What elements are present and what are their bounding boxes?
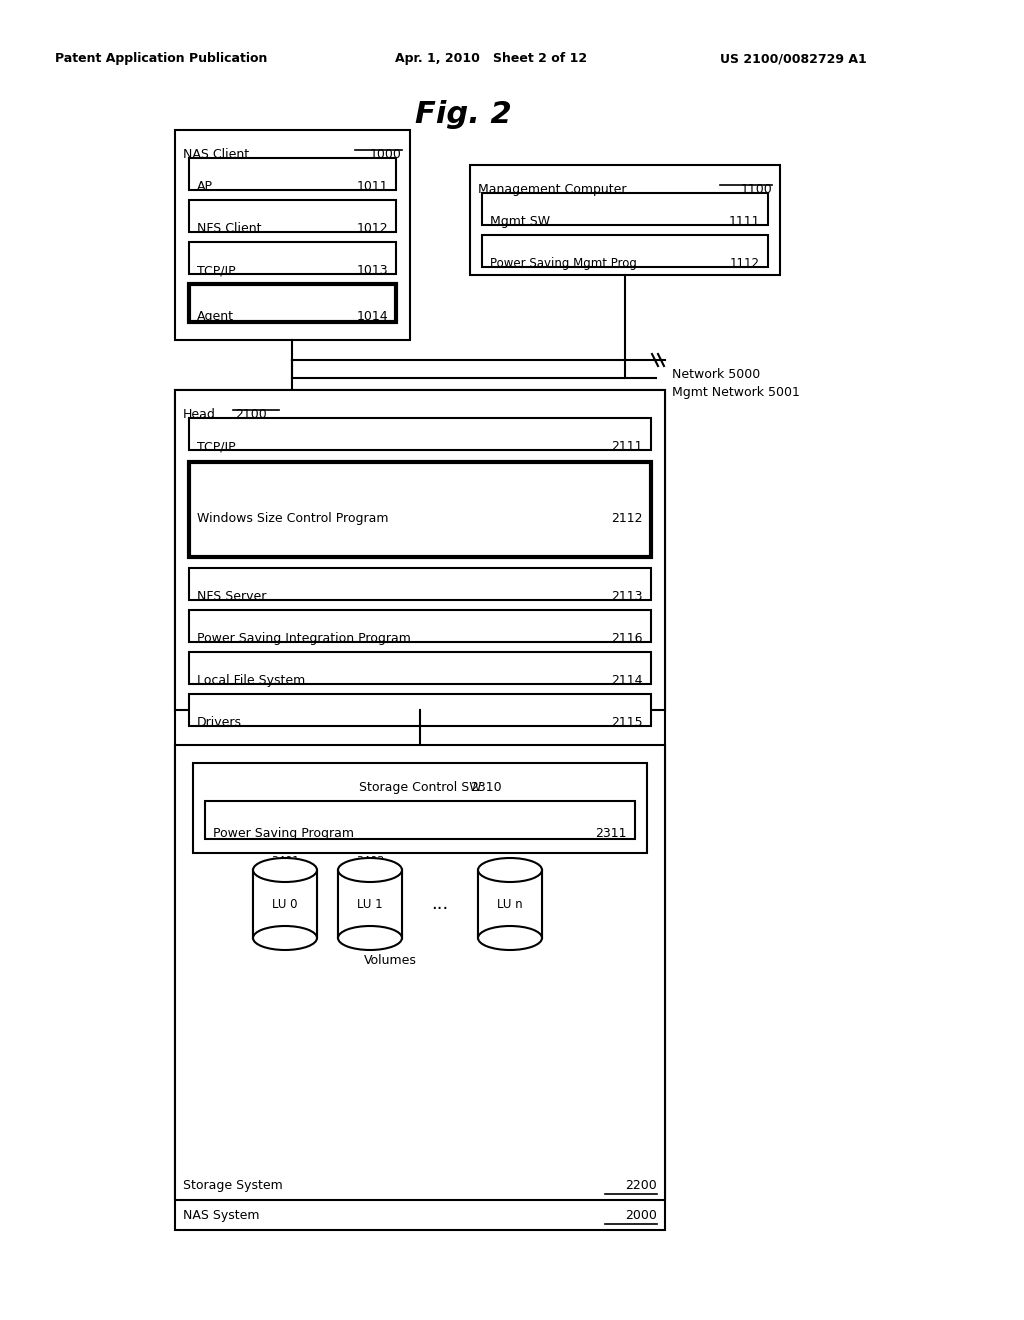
Text: AP: AP: [197, 180, 213, 193]
Bar: [189, 418, 651, 450]
Text: Apr. 1, 2010   Sheet 2 of 12: Apr. 1, 2010 Sheet 2 of 12: [395, 51, 587, 65]
Text: Agent: Agent: [197, 310, 234, 323]
Text: 1013: 1013: [356, 264, 388, 277]
Text: 2100: 2100: [234, 408, 266, 421]
Text: 2113: 2113: [611, 590, 643, 603]
Bar: [253, 870, 317, 939]
Text: NAS System: NAS System: [183, 1209, 259, 1222]
Text: Mgmt Network 5001: Mgmt Network 5001: [672, 385, 800, 399]
Bar: [478, 870, 542, 939]
Text: NAS Client: NAS Client: [183, 148, 249, 161]
Text: 2000: 2000: [625, 1209, 657, 1222]
Text: 2311: 2311: [596, 828, 627, 840]
Text: Power Saving Integration Program: Power Saving Integration Program: [197, 632, 411, 645]
Ellipse shape: [338, 927, 402, 950]
Text: Windows Size Control Program: Windows Size Control Program: [197, 512, 388, 525]
Bar: [189, 284, 396, 322]
Text: 1014: 1014: [356, 310, 388, 323]
Text: Network 5000: Network 5000: [672, 368, 760, 381]
Text: Mgmt SW: Mgmt SW: [490, 215, 550, 228]
Text: LU n: LU n: [498, 898, 523, 911]
Ellipse shape: [338, 858, 402, 882]
Text: 1112: 1112: [730, 257, 760, 271]
Text: Volumes: Volumes: [364, 954, 417, 968]
Bar: [189, 201, 396, 232]
Text: 2112: 2112: [611, 512, 643, 525]
Text: 2114: 2114: [611, 675, 643, 686]
Text: US 2100/0082729 A1: US 2100/0082729 A1: [720, 51, 866, 65]
Bar: [338, 870, 402, 939]
Text: 1000: 1000: [370, 148, 402, 161]
Text: 2401: 2401: [271, 855, 299, 866]
Text: 2200: 2200: [626, 1179, 657, 1192]
Bar: [175, 389, 665, 710]
Ellipse shape: [253, 858, 317, 882]
Text: Storage System: Storage System: [183, 1179, 283, 1192]
Text: Fig. 2: Fig. 2: [415, 100, 512, 129]
Bar: [189, 694, 651, 726]
Bar: [189, 462, 651, 557]
Bar: [470, 165, 780, 275]
Text: Power Saving Mgmt Prog: Power Saving Mgmt Prog: [490, 257, 637, 271]
Bar: [189, 242, 396, 275]
Bar: [205, 801, 635, 840]
Text: LU 1: LU 1: [357, 898, 383, 911]
Text: 1011: 1011: [356, 180, 388, 193]
Text: ...: ...: [431, 895, 449, 913]
Text: 1111: 1111: [728, 215, 760, 228]
Text: 2111: 2111: [611, 440, 643, 453]
Ellipse shape: [478, 858, 542, 882]
Text: Drivers: Drivers: [197, 715, 242, 729]
Bar: [189, 568, 651, 601]
Text: TCP/IP: TCP/IP: [197, 264, 236, 277]
Text: LU 0: LU 0: [272, 898, 298, 911]
Text: NFS Server: NFS Server: [197, 590, 266, 603]
Bar: [193, 763, 647, 853]
Bar: [175, 129, 410, 341]
Bar: [482, 235, 768, 267]
Bar: [189, 610, 651, 642]
Text: NFS Client: NFS Client: [197, 222, 261, 235]
Text: 2116: 2116: [611, 632, 643, 645]
Bar: [175, 389, 665, 1230]
Text: Storage Control SW: Storage Control SW: [358, 781, 481, 795]
Text: 2402: 2402: [355, 855, 384, 866]
Ellipse shape: [478, 927, 542, 950]
Bar: [189, 158, 396, 190]
Text: 1100: 1100: [740, 183, 772, 195]
Bar: [189, 652, 651, 684]
Text: 2310: 2310: [470, 781, 502, 795]
Bar: [482, 193, 768, 224]
Text: Management Computer: Management Computer: [478, 183, 627, 195]
Text: Power Saving Program: Power Saving Program: [213, 828, 354, 840]
Text: Head: Head: [183, 408, 216, 421]
Text: 2115: 2115: [611, 715, 643, 729]
Ellipse shape: [253, 927, 317, 950]
Text: TCP/IP: TCP/IP: [197, 440, 236, 453]
Text: 1012: 1012: [356, 222, 388, 235]
Text: Local File System: Local File System: [197, 675, 305, 686]
Text: Patent Application Publication: Patent Application Publication: [55, 51, 267, 65]
Bar: [175, 744, 665, 1200]
